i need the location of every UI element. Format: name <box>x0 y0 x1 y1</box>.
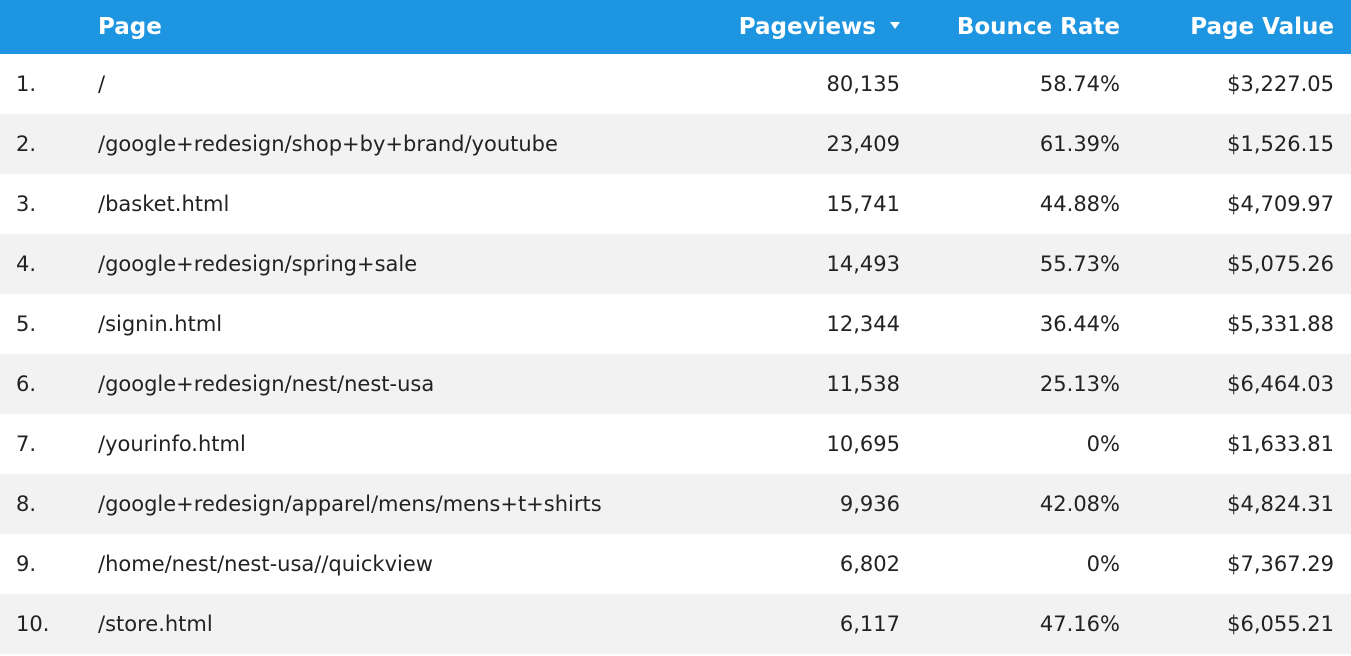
column-header-bounce-rate[interactable]: Bounce Rate <box>956 14 1120 40</box>
row-page-value: $4,824.31 <box>1227 492 1334 516</box>
row-pageviews: 15,741 <box>826 192 900 216</box>
table-row[interactable]: 5. /signin.html 12,344 36.44% $5,331.88 <box>0 294 1351 354</box>
row-page-path: / <box>98 72 106 96</box>
row-page-path: /google+redesign/shop+by+brand/youtube <box>98 132 558 156</box>
row-pageviews: 14,493 <box>826 252 900 276</box>
column-header-pageviews-label: Pageviews <box>738 14 876 40</box>
row-page-path: /store.html <box>98 612 213 636</box>
row-index: 7. <box>16 432 37 456</box>
row-index: 9. <box>16 552 37 576</box>
table-row[interactable]: 10. /store.html 6,117 47.16% $6,055.21 <box>0 594 1351 654</box>
row-page-value: $1,633.81 <box>1227 432 1334 456</box>
row-bounce-rate: 44.88% <box>1039 192 1120 216</box>
column-header-page[interactable]: Page <box>98 14 162 40</box>
row-index: 8. <box>16 492 37 516</box>
row-bounce-rate: 47.16% <box>1039 612 1120 636</box>
table-row[interactable]: 7. /yourinfo.html 10,695 0% $1,633.81 <box>0 414 1351 474</box>
table-row[interactable]: 4. /google+redesign/spring+sale 14,493 55.7… <box>0 234 1351 294</box>
table-row[interactable]: 1. / 80,135 58.74% $3,227.05 <box>0 54 1351 114</box>
sort-descending-icon[interactable] <box>890 22 900 29</box>
table-row[interactable]: 8. /google+redesign/apparel/mens/mens+t+s… <box>0 474 1351 534</box>
row-index: 5. <box>16 312 37 336</box>
row-pageviews: 6,802 <box>839 552 900 576</box>
column-header-pageviews[interactable]: Pageviews <box>739 0 900 54</box>
row-page-path: /google+redesign/nest/nest-usa <box>98 372 435 396</box>
row-page-value: $4,709.97 <box>1227 192 1334 216</box>
row-page-value: $7,367.29 <box>1227 552 1334 576</box>
table-row[interactable]: 6. /google+redesign/nest/nest-usa 11,538 25… <box>0 354 1351 414</box>
row-bounce-rate: 61.39% <box>1039 132 1120 156</box>
row-page-value: $5,331.88 <box>1227 312 1334 336</box>
row-pageviews: 23,409 <box>826 132 900 156</box>
row-page-path: /basket.html <box>98 192 230 216</box>
row-index: 1. <box>16 72 37 96</box>
row-pageviews: 80,135 <box>826 72 900 96</box>
row-bounce-rate: 58.74% <box>1039 72 1120 96</box>
row-page-path: /signin.html <box>98 312 223 336</box>
row-pageviews: 9,936 <box>839 492 900 516</box>
row-index: 2. <box>16 132 37 156</box>
row-bounce-rate: 36.44% <box>1039 312 1120 336</box>
row-bounce-rate: 42.08% <box>1039 492 1120 516</box>
row-bounce-rate: 55.73% <box>1039 252 1120 276</box>
row-page-value: $3,227.05 <box>1227 72 1334 96</box>
row-bounce-rate: 0% <box>1086 432 1120 456</box>
row-pageviews: 11,538 <box>826 372 900 396</box>
row-page-value: $5,075.26 <box>1227 252 1334 276</box>
row-pageviews: 6,117 <box>839 612 900 636</box>
row-index: 4. <box>16 252 37 276</box>
row-bounce-rate: 25.13% <box>1039 372 1120 396</box>
row-page-value: $1,526.15 <box>1227 132 1334 156</box>
row-page-path: /home/nest/nest-usa//quickview <box>98 552 433 576</box>
table-row[interactable]: 2. /google+redesign/shop+by+brand/youtube… <box>0 114 1351 174</box>
row-bounce-rate: 0% <box>1086 552 1120 576</box>
row-page-path: /google+redesign/apparel/mens/mens+t+shi… <box>98 492 602 516</box>
table-row[interactable]: 3. /basket.html 15,741 44.88% $4,709.97 <box>0 174 1351 234</box>
table-row[interactable]: 9. /home/nest/nest-usa//quickview 6,802 0% $… <box>0 534 1351 594</box>
row-index: 6. <box>16 372 37 396</box>
row-pageviews: 10,695 <box>826 432 900 456</box>
row-pageviews: 12,344 <box>826 312 900 336</box>
row-page-value: $6,464.03 <box>1227 372 1334 396</box>
row-index: 10. <box>16 612 50 636</box>
row-index: 3. <box>16 192 37 216</box>
table-header: Page Pageviews Bounce Rate Page Value <box>0 0 1351 54</box>
row-page-path: /google+redesign/spring+sale <box>98 252 418 276</box>
column-header-page-value[interactable]: Page Value <box>1190 14 1334 40</box>
row-page-value: $6,055.21 <box>1227 612 1334 636</box>
row-page-path: /yourinfo.html <box>98 432 246 456</box>
